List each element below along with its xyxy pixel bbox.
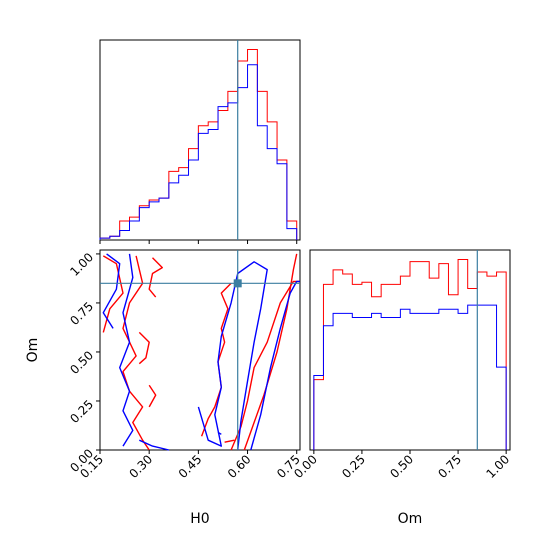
x-axis-label-h0: H0: [190, 511, 209, 527]
h0-om-contours: [100, 40, 478, 451]
x-tick-label-h0-0.30: 0.30: [127, 452, 156, 481]
x-tick-label-h0-0.60: 0.60: [225, 452, 254, 481]
contour-line-4: [148, 384, 157, 408]
panel-contour-frame: [99, 249, 301, 451]
panel-om-histogram-frame: [309, 249, 511, 451]
contour-line-12: [197, 261, 268, 451]
contour-line-6: [230, 280, 300, 451]
contour-line-3: [138, 331, 150, 365]
y-tick-label-om-0.50: 0.50: [67, 348, 96, 377]
contour-line-8: [224, 439, 235, 443]
contour-line-9: [102, 253, 121, 329]
y-tick-label-om-0.75: 0.75: [67, 299, 96, 328]
contour-line-2: [148, 257, 164, 298]
y-tick-label-om-1.00: 1.00: [67, 250, 96, 279]
x-tick-label-om-0.50: 0.50: [387, 452, 416, 481]
om-histogram-series-blue: [313, 304, 507, 450]
x-axis-label-om: Om: [398, 511, 423, 527]
x-tick-label-om-1.00: 1.00: [483, 452, 512, 481]
contour-line-10: [118, 253, 134, 447]
y-axis-label-om: Om: [25, 338, 41, 363]
truth-marker: [233, 279, 242, 288]
contour-line-13: [250, 280, 300, 451]
contour-line-5: [200, 282, 232, 437]
axis-ticks: 0.15 0.30 0.45 0.60 0.750.000.250.500.751.00…: [67, 240, 512, 481]
x-tick-label-om-0.75: 0.75: [435, 452, 464, 481]
contour-line-7: [243, 253, 298, 451]
x-tick-label-om-0.25: 0.25: [339, 452, 368, 481]
h0-histogram: [99, 49, 298, 240]
contour-line-0: [102, 255, 124, 333]
contour-line-1: [122, 255, 150, 451]
contour-line-14: [217, 431, 222, 435]
panel-h0-histogram-frame: [99, 39, 301, 241]
y-tick-label-om-0.25: 0.25: [67, 397, 96, 426]
h0-histogram-series-blue: [99, 64, 298, 240]
contour-line-11: [139, 439, 170, 451]
x-tick-label-h0-0.45: 0.45: [176, 452, 205, 481]
